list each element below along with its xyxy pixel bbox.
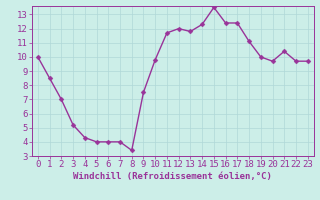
X-axis label: Windchill (Refroidissement éolien,°C): Windchill (Refroidissement éolien,°C) — [73, 172, 272, 181]
